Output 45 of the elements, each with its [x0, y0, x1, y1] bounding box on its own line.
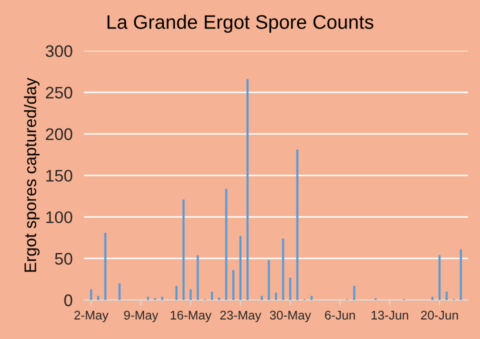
bar	[353, 286, 356, 300]
y-tick-label: 100	[46, 211, 72, 224]
y-axis-title: Ergot spores captured/day	[24, 78, 40, 272]
y-tick-label: 150	[46, 170, 72, 182]
y-tick-label: 300	[46, 45, 72, 58]
bar	[97, 296, 100, 300]
bar	[310, 296, 313, 300]
y-tick-label: 50	[55, 252, 72, 265]
bar	[161, 296, 164, 300]
bar	[90, 289, 92, 300]
x-tick-label: 9-May	[124, 310, 158, 322]
bar	[225, 188, 228, 300]
bar	[232, 270, 234, 300]
y-tick-label: 200	[46, 128, 72, 140]
x-tick-label: 30-May	[270, 310, 312, 322]
bar	[239, 236, 242, 300]
bar	[190, 289, 192, 300]
bar	[246, 79, 249, 300]
bar	[210, 292, 214, 300]
bar	[282, 238, 284, 300]
bar	[438, 255, 441, 300]
x-tick-label: 16-May	[170, 310, 212, 322]
bar	[274, 292, 278, 300]
y-tick-label: 250	[46, 86, 72, 99]
x-tick-label: 23-May	[220, 310, 262, 322]
bar	[146, 296, 150, 300]
bar	[260, 296, 263, 300]
x-tick-label: 6-Jun	[325, 310, 355, 320]
bar	[446, 292, 448, 300]
x-tick-label: 2-May	[74, 310, 108, 322]
bar	[268, 260, 270, 300]
bar	[182, 200, 185, 300]
bar	[431, 296, 434, 300]
bar	[104, 232, 106, 300]
bar	[289, 278, 292, 300]
x-tick-label: 13-Jun	[372, 310, 408, 320]
bar	[175, 286, 178, 300]
y-tick-label: 0	[64, 294, 72, 306]
chart-title: La Grande Ergot Spore Counts	[108, 14, 374, 33]
bar	[460, 249, 462, 300]
x-tick-label: 20-Jun	[421, 310, 458, 320]
bar	[296, 150, 298, 300]
bar	[118, 283, 121, 300]
bar	[218, 298, 220, 300]
bar	[196, 255, 199, 300]
